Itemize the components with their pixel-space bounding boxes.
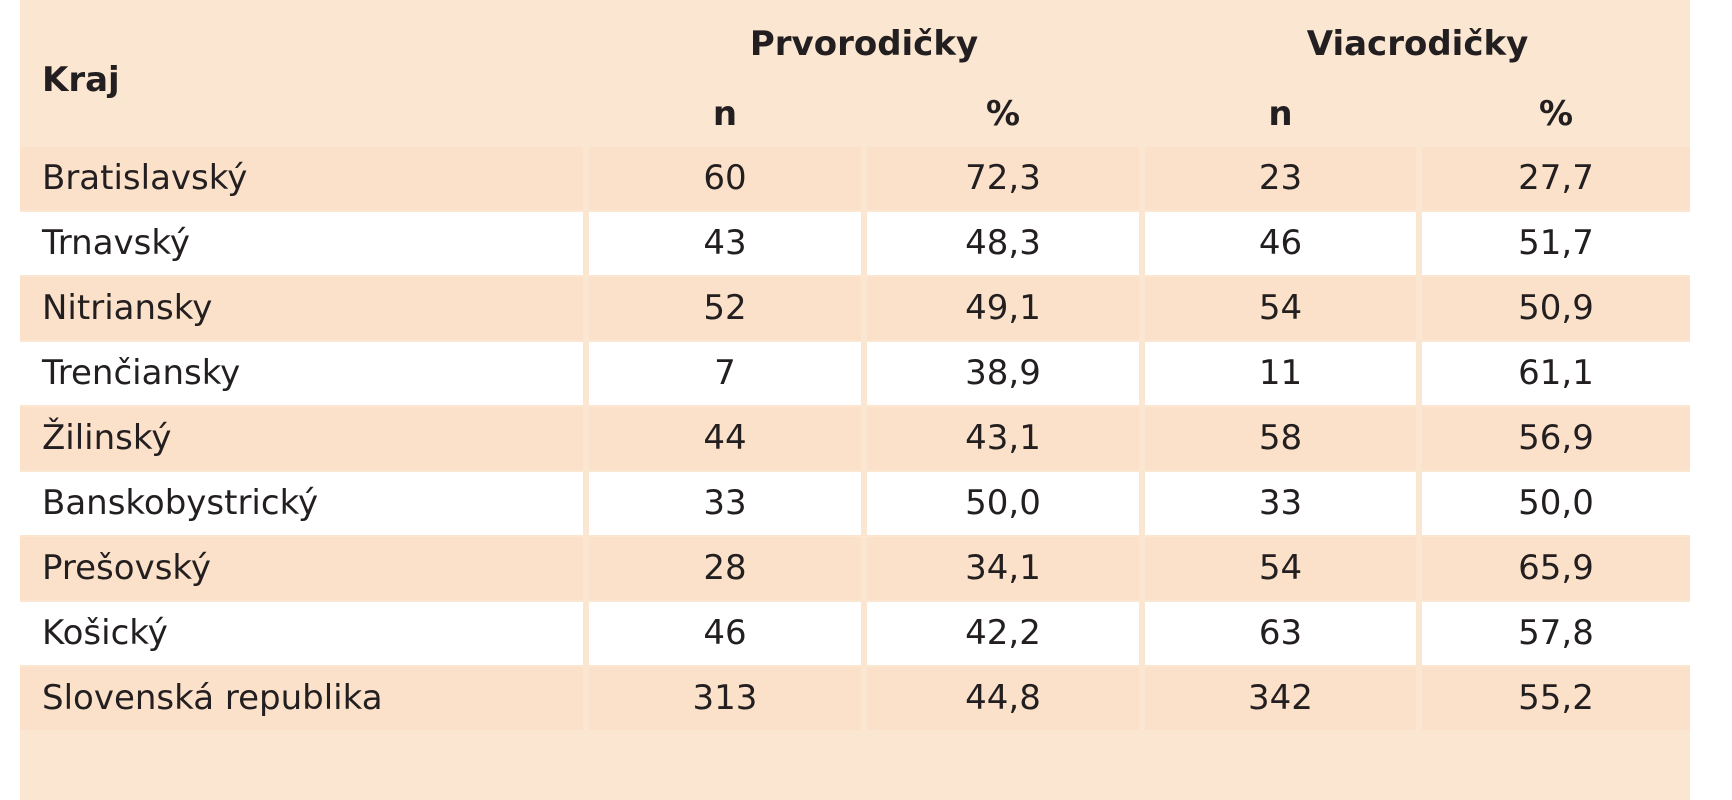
cell-viacrodicky-n: 342 [1145, 667, 1416, 730]
cell-prvorodicky-n: 44 [589, 407, 861, 470]
cell-viacrodicky-percent: 50,9 [1422, 277, 1690, 340]
cell-viacrodicky-percent: 27,7 [1422, 147, 1690, 210]
table-row: Košický 46 42,2 63 57,8 [20, 602, 1690, 665]
cell-kraj: Slovenská republika [20, 667, 583, 730]
cell-prvorodicky-n: 52 [589, 277, 861, 340]
cell-viacrodicky-percent: 57,8 [1422, 602, 1690, 665]
cell-prvorodicky-n: 313 [589, 667, 861, 730]
cell-viacrodicky-percent: 56,9 [1422, 407, 1690, 470]
cell-prvorodicky-n: 33 [589, 472, 861, 535]
table-row: Banskobystrický 33 50,0 33 50,0 [20, 472, 1690, 535]
cell-prvorodicky-n: 60 [589, 147, 861, 210]
cell-prvorodicky-percent: 43,1 [867, 407, 1139, 470]
cell-prvorodicky-percent: 72,3 [867, 147, 1139, 210]
cell-prvorodicky-n: 7 [589, 342, 861, 405]
cell-prvorodicky-n: 43 [589, 212, 861, 275]
cell-viacrodicky-percent: 65,9 [1422, 537, 1690, 600]
cell-viacrodicky-n: 33 [1145, 472, 1416, 535]
cell-kraj: Trenčiansky [20, 342, 583, 405]
header-n-viacrodicky: n [1268, 94, 1293, 134]
cell-viacrodicky-percent: 61,1 [1422, 342, 1690, 405]
table-row: Bratislavský 60 72,3 23 27,7 [20, 147, 1690, 210]
header-kraj: Kraj [42, 60, 120, 100]
cell-prvorodicky-percent: 50,0 [867, 472, 1139, 535]
cell-kraj: Žilinský [20, 407, 583, 470]
cell-prvorodicky-percent: 34,1 [867, 537, 1139, 600]
cell-viacrodicky-n: 54 [1145, 277, 1416, 340]
table-row: Žilinský 44 43,1 58 56,9 [20, 407, 1690, 470]
cell-prvorodicky-percent: 48,3 [867, 212, 1139, 275]
header-group-prvorodicky: Prvorodičky [749, 24, 979, 64]
data-table: Kraj Prvorodičky Viacrodičky n % n % Bra… [20, 0, 1690, 800]
header-percent-prvorodicky: % [985, 94, 1021, 134]
cell-kraj: Nitriansky [20, 277, 583, 340]
cell-prvorodicky-percent: 42,2 [867, 602, 1139, 665]
table-row: Slovenská republika 313 44,8 342 55,2 [20, 667, 1690, 730]
cell-kraj: Bratislavský [20, 147, 583, 210]
cell-viacrodicky-n: 54 [1145, 537, 1416, 600]
header-group-viacrodicky: Viacrodičky [1306, 24, 1529, 64]
cell-prvorodicky-percent: 38,9 [867, 342, 1139, 405]
table-row: Trnavský 43 48,3 46 51,7 [20, 212, 1690, 275]
cell-viacrodicky-percent: 55,2 [1422, 667, 1690, 730]
cell-viacrodicky-n: 23 [1145, 147, 1416, 210]
cell-prvorodicky-percent: 44,8 [867, 667, 1139, 730]
cell-kraj: Banskobystrický [20, 472, 583, 535]
cell-prvorodicky-percent: 49,1 [867, 277, 1139, 340]
table-row: Trenčiansky 7 38,9 11 61,1 [20, 342, 1690, 405]
table-row: Nitriansky 52 49,1 54 50,9 [20, 277, 1690, 340]
header-percent-viacrodicky: % [1538, 94, 1574, 134]
cell-viacrodicky-n: 58 [1145, 407, 1416, 470]
table-row: Prešovský 28 34,1 54 65,9 [20, 537, 1690, 600]
cell-kraj: Trnavský [20, 212, 583, 275]
cell-viacrodicky-n: 63 [1145, 602, 1416, 665]
header-n-prvorodicky: n [712, 94, 738, 134]
cell-prvorodicky-n: 28 [589, 537, 861, 600]
cell-prvorodicky-n: 46 [589, 602, 861, 665]
cell-viacrodicky-n: 46 [1145, 212, 1416, 275]
cell-viacrodicky-n: 11 [1145, 342, 1416, 405]
cell-viacrodicky-percent: 51,7 [1422, 212, 1690, 275]
cell-viacrodicky-percent: 50,0 [1422, 472, 1690, 535]
cell-kraj: Košický [20, 602, 583, 665]
cell-kraj: Prešovský [20, 537, 583, 600]
